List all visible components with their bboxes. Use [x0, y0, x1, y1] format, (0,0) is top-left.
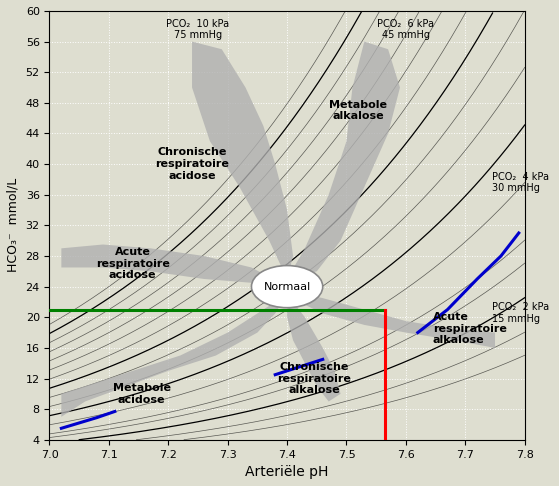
- Text: Metabole
alkalose: Metabole alkalose: [329, 100, 387, 122]
- Text: PCO₂  10 kPa
75 mmHg: PCO₂ 10 kPa 75 mmHg: [167, 18, 230, 40]
- Polygon shape: [287, 291, 495, 348]
- Text: PCO₂  6 kPa
45 mmHg: PCO₂ 6 kPa 45 mmHg: [377, 18, 434, 40]
- Polygon shape: [287, 42, 400, 279]
- X-axis label: Arteriële pH: Arteriële pH: [245, 465, 329, 479]
- Text: PCO₂  2 kPa
15 mmHg: PCO₂ 2 kPa 15 mmHg: [492, 302, 549, 324]
- Text: Acute
respiratoire
alkalose: Acute respiratoire alkalose: [433, 312, 506, 346]
- Y-axis label: HCO₃⁻  mmol/L: HCO₃⁻ mmol/L: [7, 178, 20, 273]
- Text: Acute
respiratoire
acidose: Acute respiratoire acidose: [96, 247, 169, 280]
- Text: Normaal: Normaal: [263, 281, 311, 292]
- Polygon shape: [192, 42, 293, 279]
- Ellipse shape: [252, 265, 323, 308]
- Polygon shape: [61, 295, 287, 417]
- Text: Chronische
respiratoire
alkalose: Chronische respiratoire alkalose: [277, 362, 350, 395]
- Text: Metabole
acidose: Metabole acidose: [112, 383, 170, 405]
- Polygon shape: [287, 295, 340, 401]
- Text: PCO₂  4 kPa
30 mmHg: PCO₂ 4 kPa 30 mmHg: [492, 172, 549, 193]
- Text: Chronische
respiratoire
acidose: Chronische respiratoire acidose: [155, 147, 229, 181]
- Polygon shape: [61, 244, 287, 287]
